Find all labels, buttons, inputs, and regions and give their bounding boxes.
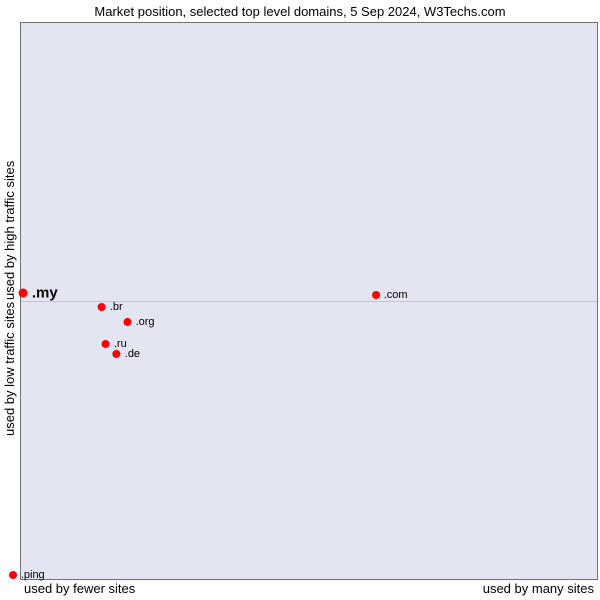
point-label: .org	[136, 316, 155, 328]
y-axis-label-bottom: used by low traffic sites	[2, 302, 17, 578]
point-marker	[98, 303, 106, 311]
point-label: .my	[32, 284, 58, 301]
point-marker	[372, 291, 380, 299]
point-label: .ping	[21, 569, 45, 581]
point-marker	[19, 288, 28, 297]
y-axis-label-top: used by high traffic sites	[2, 24, 17, 300]
data-point: .br	[98, 301, 123, 313]
data-point: .my	[19, 284, 58, 301]
point-marker	[113, 350, 121, 358]
data-point: .org	[124, 316, 155, 328]
point-label: .com	[384, 289, 408, 301]
chart-title: Market position, selected top level doma…	[0, 4, 600, 19]
data-point: .com	[372, 289, 408, 301]
point-label: .de	[125, 348, 140, 360]
point-marker	[9, 571, 17, 579]
data-point: .ping	[9, 569, 45, 581]
point-marker	[124, 318, 132, 326]
x-axis-label-left: used by fewer sites	[24, 581, 135, 596]
data-point: .de	[113, 348, 140, 360]
point-marker	[102, 340, 110, 348]
point-label: .br	[110, 301, 123, 313]
market-position-chart: Market position, selected top level doma…	[0, 0, 600, 600]
x-axis-label-right: used by many sites	[483, 581, 594, 596]
plot-area: .my.br.org.ru.de.com.ping	[20, 22, 598, 580]
